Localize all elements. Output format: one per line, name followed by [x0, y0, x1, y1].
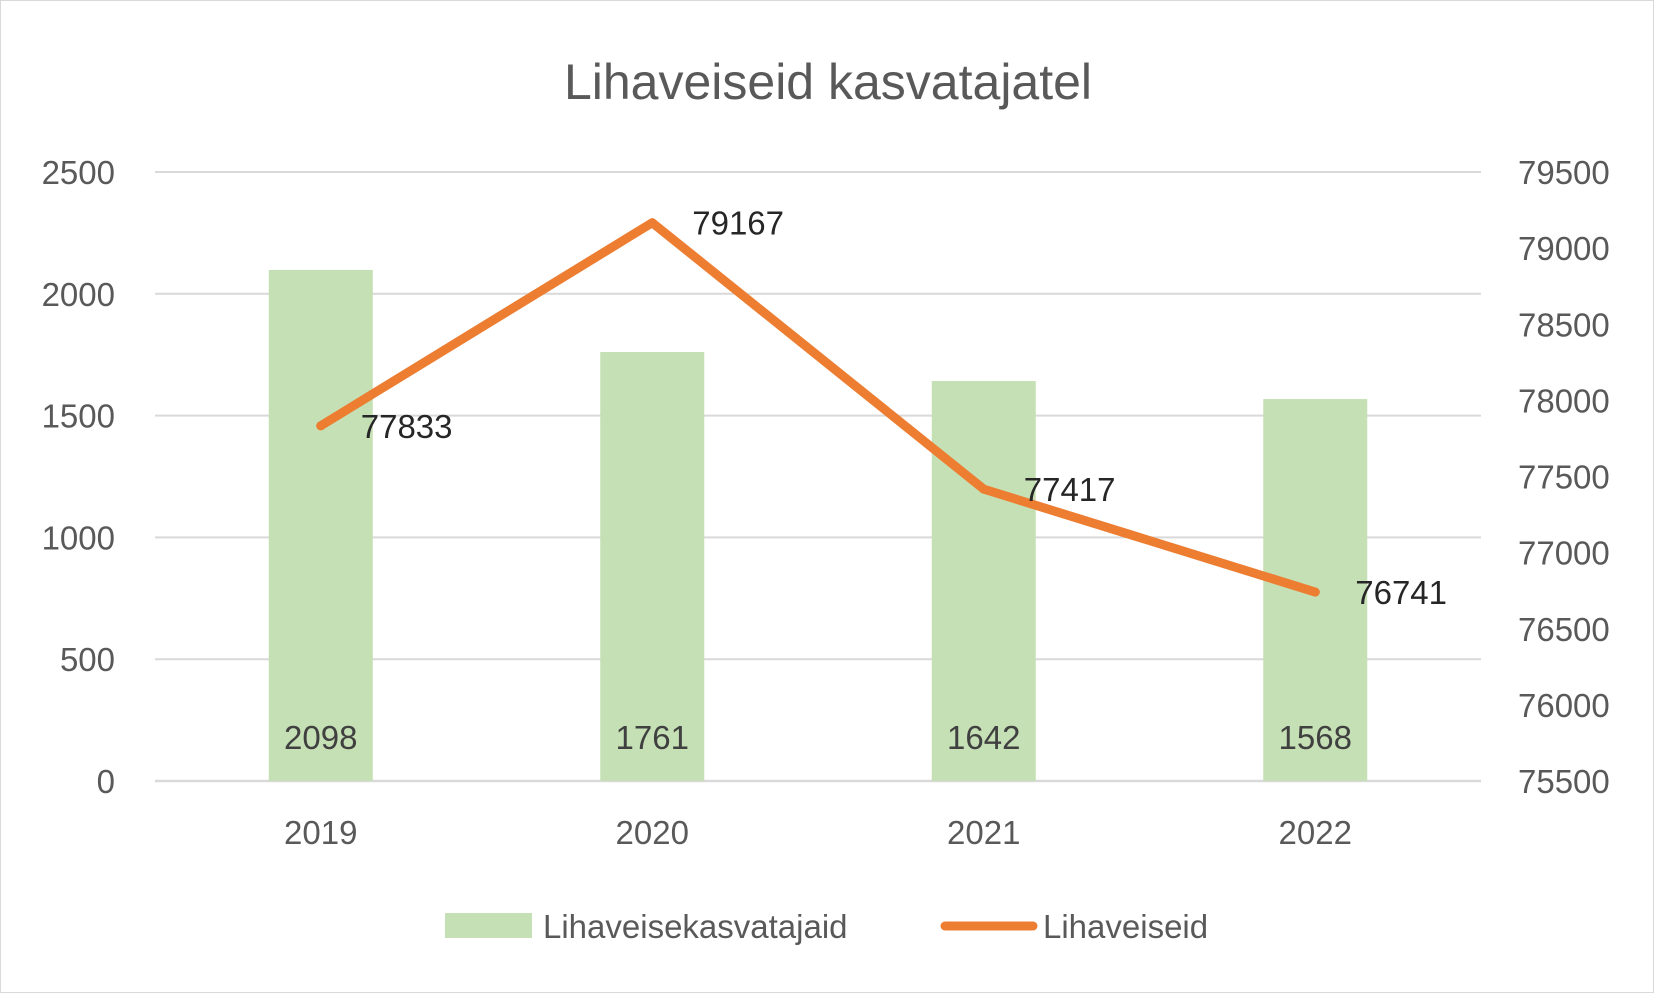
- bar: [268, 269, 373, 781]
- right-axis-tick-label: 78000: [1518, 382, 1610, 419]
- line-point: [647, 218, 657, 228]
- legend: Lihaveisekasvatajaid Lihaveiseid: [445, 908, 1208, 945]
- left-axis-tick-label: 500: [60, 641, 115, 678]
- bar-data-label: 1568: [1279, 719, 1352, 756]
- right-axis-tick-label: 78500: [1518, 306, 1610, 343]
- left-axis-tick-label: 1000: [42, 519, 115, 556]
- line-data-label: 77417: [1024, 471, 1116, 508]
- left-axis-tick-label: 2000: [42, 276, 115, 313]
- line-point: [1310, 587, 1320, 597]
- series-line: [316, 218, 1320, 597]
- right-axis-ticks: 75500 76000 76500 77000 77500 78000 78500 79000…: [1518, 154, 1610, 800]
- bar-data-label: 2098: [284, 719, 357, 756]
- legend-label-bar: Lihaveisekasvatajaid: [543, 908, 848, 945]
- bar-series: 2098 1761 1642 1568: [268, 269, 1368, 781]
- right-axis-tick-label: 76500: [1518, 611, 1610, 648]
- x-axis-tick-label: 2020: [616, 814, 689, 851]
- right-axis-tick-label: 77000: [1518, 535, 1610, 572]
- x-axis-ticks: 2019 2020 2021 2022: [284, 814, 1352, 851]
- left-axis-tick-label: 0: [97, 763, 115, 800]
- right-axis-tick-label: 75500: [1518, 763, 1610, 800]
- x-axis-tick-label: 2019: [284, 814, 357, 851]
- left-axis-tick-label: 2500: [42, 154, 115, 191]
- gridlines: [155, 171, 1481, 783]
- bar: [600, 352, 705, 781]
- chart-title: Lihaveiseid kasvatajatel: [564, 54, 1092, 110]
- legend-swatch-bar: [445, 913, 532, 938]
- line-point: [316, 421, 326, 431]
- left-axis-tick-label: 1500: [42, 398, 115, 435]
- right-axis-tick-label: 76000: [1518, 687, 1610, 724]
- x-axis-tick-label: 2022: [1279, 814, 1352, 851]
- left-axis-ticks: 0 500 1000 1500 2000 2500: [42, 154, 115, 800]
- bar-data-label: 1761: [616, 719, 689, 756]
- x-axis-tick-label: 2021: [947, 814, 1020, 851]
- line-data-label: 79167: [692, 205, 784, 242]
- line-series: 77833 79167 77417 76741: [316, 205, 1447, 611]
- right-axis-tick-label: 79500: [1518, 154, 1610, 191]
- line-point: [979, 484, 989, 494]
- line-data-label: 77833: [361, 408, 453, 445]
- bar-data-label: 1642: [947, 719, 1020, 756]
- legend-label-line: Lihaveiseid: [1043, 908, 1208, 945]
- bar: [931, 381, 1036, 781]
- line-data-label: 76741: [1355, 574, 1447, 611]
- right-axis-tick-label: 79000: [1518, 230, 1610, 267]
- right-axis-tick-label: 77500: [1518, 459, 1610, 496]
